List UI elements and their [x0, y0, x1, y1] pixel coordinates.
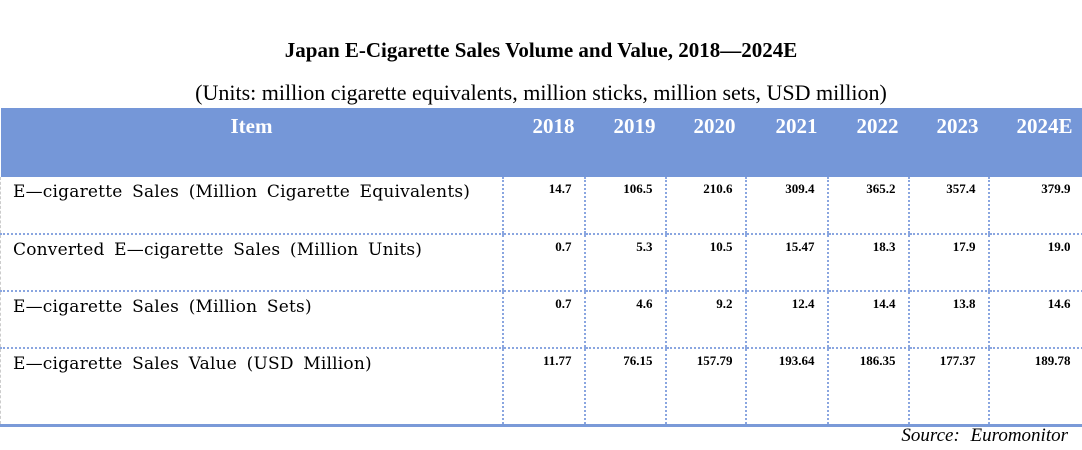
cell-value: 10.5 [664, 234, 746, 292]
cell-value: 189.78 [987, 348, 1082, 427]
table-subtitle: (Units: million cigarette equivalents, m… [195, 80, 887, 105]
cell-value: 12.4 [744, 291, 828, 349]
table-row: E—cigarette Sales Value (USD Million) 11.… [0, 348, 1082, 427]
cell-value: 177.37 [907, 348, 989, 427]
cell-value: 4.6 [583, 291, 666, 349]
table-title: Japan E-Cigarette Sales Volume and Value… [284, 38, 798, 62]
header-year: 2018 [502, 108, 585, 177]
cell-value: 14.7 [501, 177, 585, 235]
cell-value: 309.4 [744, 177, 828, 235]
cell-value: 0.7 [501, 234, 585, 292]
cell-value: 15.47 [744, 234, 828, 292]
header-year: 2019 [584, 108, 666, 177]
cell-value: 14.4 [826, 291, 909, 349]
cell-value: 13.8 [907, 291, 989, 349]
cell-value: 106.5 [583, 177, 666, 235]
row-label: E—cigarette Sales (Million Cigarette Equ… [0, 177, 503, 235]
header-year: 2021 [745, 108, 828, 177]
cell-value: 157.79 [664, 348, 746, 427]
cell-value: 14.6 [987, 291, 1082, 349]
header-year: 2020 [665, 108, 746, 177]
cell-value: 186.35 [826, 348, 909, 427]
header-year: 2022 [827, 108, 909, 177]
table-row: E—cigarette Sales (Million Sets) 0.7 4.6 9.… [0, 291, 1082, 349]
row-label: E—cigarette Sales (Million Sets) [0, 291, 503, 349]
header-row: Item 2018 2019 2020 2021 2022 2023 2024E [0, 108, 1082, 177]
cell-value: 210.6 [664, 177, 746, 235]
header-item: Item [0, 108, 503, 177]
cell-value: 9.2 [664, 291, 746, 349]
cell-value: 18.3 [826, 234, 909, 292]
cell-value: 5.3 [583, 234, 666, 292]
cell-value: 193.64 [744, 348, 828, 427]
cell-value: 0.7 [501, 291, 585, 349]
cell-value: 76.15 [583, 348, 666, 427]
source-note: Source: Euromonitor [901, 425, 1068, 446]
cell-value: 357.4 [907, 177, 989, 235]
header-year: 2023 [908, 108, 989, 177]
row-label: Converted E—cigarette Sales (Million Uni… [0, 234, 503, 292]
table-row: E—cigarette Sales (Million Cigarette Equ… [0, 177, 1082, 235]
data-table: Item 2018 2019 2020 2021 2022 2023 2024E E—ciga… [0, 108, 1082, 427]
cell-value: 19.0 [987, 234, 1082, 292]
cell-value: 11.77 [501, 348, 585, 427]
cell-value: 379.9 [987, 177, 1082, 235]
table-row: Converted E—cigarette Sales (Million Uni… [0, 234, 1082, 292]
cell-value: 365.2 [826, 177, 909, 235]
row-label: E—cigarette Sales Value (USD Million) [0, 348, 503, 427]
header-year: 2024E [988, 108, 1082, 177]
cell-value: 17.9 [907, 234, 989, 292]
